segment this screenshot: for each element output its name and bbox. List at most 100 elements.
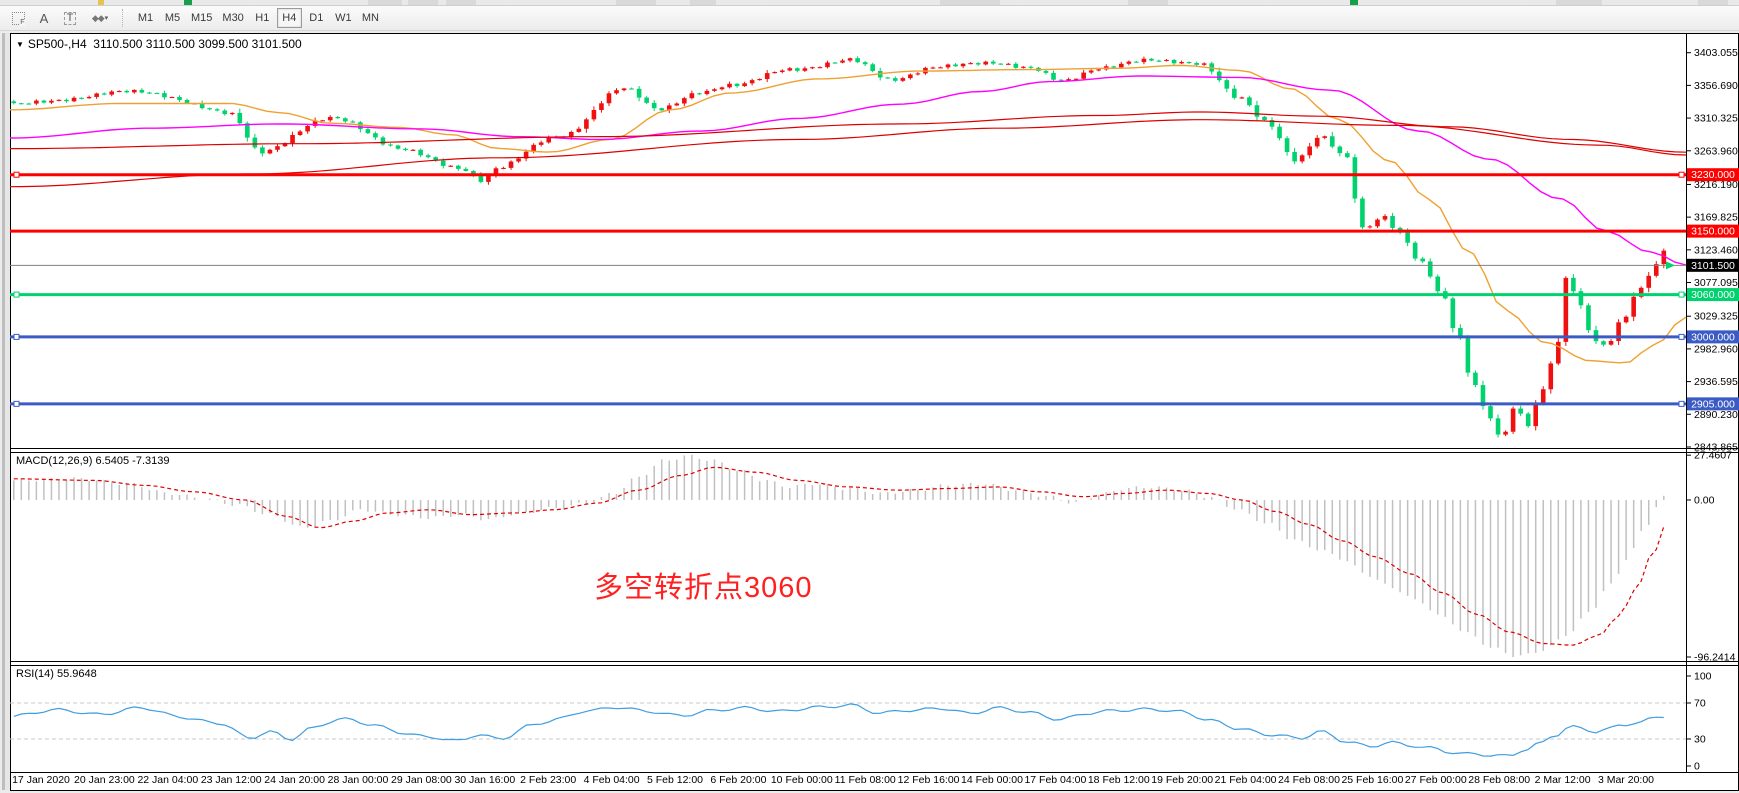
date-label: 14 Feb 00:00	[961, 774, 1023, 786]
price-chip	[1687, 168, 1739, 182]
price-chip	[1687, 397, 1739, 411]
clipped-button	[1698, 0, 1728, 5]
svg-text:70: 70	[1694, 697, 1706, 709]
clipped-button	[690, 0, 716, 5]
timeframe-button-h1[interactable]: H1	[250, 8, 275, 28]
svg-text:2936.595: 2936.595	[1694, 376, 1738, 388]
svg-text:3029.325: 3029.325	[1694, 311, 1738, 323]
clipped-button	[1350, 0, 1358, 5]
date-label: 18 Feb 12:00	[1088, 774, 1150, 786]
svg-text:2843.865: 2843.865	[1694, 441, 1738, 453]
date-label: 25 Feb 16:00	[1341, 774, 1403, 786]
price-chip	[1687, 330, 1739, 344]
svg-text:3310.325: 3310.325	[1694, 113, 1738, 125]
timeframe-button-m15[interactable]: M15	[187, 8, 216, 28]
line-handle[interactable]	[1678, 400, 1685, 407]
clipped-button	[1128, 0, 1168, 5]
clipped-button	[184, 0, 192, 5]
svg-text:3263.960: 3263.960	[1694, 145, 1738, 157]
clipped-button	[940, 0, 1000, 5]
price-levels: 3230.000 3150.000 3101.500 3060.000 3000.000…	[10, 168, 1739, 411]
date-label: 4 Feb 04:00	[584, 774, 640, 786]
ma-slow-red-b	[9, 119, 1687, 188]
timeframe-button-mn[interactable]: MN	[358, 8, 383, 28]
date-label: 6 Feb 20:00	[710, 774, 766, 786]
timeframe-group: M1 M5 M15 M30 H1 H4 D1 W1 MN	[132, 8, 384, 28]
svg-text:3077.095: 3077.095	[1694, 277, 1738, 289]
line-handle[interactable]	[1678, 171, 1685, 178]
svg-text:3060.000: 3060.000	[1691, 289, 1735, 301]
grid-style-button[interactable]: F	[6, 8, 30, 28]
date-label: 20 Jan 23:00	[74, 774, 135, 786]
price-chip	[1687, 224, 1739, 238]
svg-text:3403.055: 3403.055	[1694, 47, 1738, 59]
text-label-button[interactable]: A	[32, 8, 56, 28]
timeframe-button-m30[interactable]: M30	[218, 8, 247, 28]
line-handle[interactable]	[13, 171, 20, 178]
timeframe-button-w1[interactable]: W1	[331, 8, 356, 28]
date-label: 2 Feb 23:00	[520, 774, 576, 786]
current-bar-arrow-icon	[1666, 261, 1675, 270]
candles-layer	[11, 56, 1667, 438]
ohlc-values: 3110.500 3110.500 3099.500 3101.500	[93, 37, 302, 51]
date-label: 22 Jan 04:00	[137, 774, 198, 786]
date-label: 2 Mar 12:00	[1535, 774, 1591, 786]
main-toolbar: F A T ◆◆ ▾ M1 M5 M15 M30 H1 H4 D1 W1 MN	[0, 6, 1739, 31]
date-label: 5 Feb 12:00	[647, 774, 703, 786]
date-label: 3 Mar 20:00	[1598, 774, 1654, 786]
timeframe-button-d1[interactable]: D1	[304, 8, 329, 28]
svg-text:3169.825: 3169.825	[1694, 212, 1738, 224]
line-handle[interactable]	[1678, 333, 1685, 340]
svg-text:3356.690: 3356.690	[1694, 80, 1738, 92]
date-label: 21 Feb 04:00	[1215, 774, 1277, 786]
toolbar-separator	[122, 9, 128, 27]
clipped-button	[408, 0, 438, 5]
date-label: 10 Feb 00:00	[771, 774, 833, 786]
price-chip	[1687, 288, 1739, 302]
letter-a-icon: A	[39, 10, 49, 26]
clipped-button	[1556, 0, 1602, 5]
grid-f-icon: F	[11, 11, 25, 26]
rsi-indicator-label: RSI(14) 55.9648	[16, 668, 97, 680]
timeframe-button-h4[interactable]: H4	[276, 8, 302, 28]
svg-text:-96.2414: -96.2414	[1694, 651, 1736, 663]
date-label: 19 Feb 20:00	[1151, 774, 1213, 786]
symbol-label: SP500-,H4	[27, 37, 87, 51]
chart-symbol-title: ▼ SP500-,H4 3110.500 3110.500 3099.500 31…	[16, 37, 302, 51]
svg-text:3101.500: 3101.500	[1691, 260, 1735, 272]
rsi-panel	[10, 702, 1686, 757]
date-label: 28 Jan 00:00	[328, 774, 389, 786]
ma-slow-red-a	[10, 111, 1687, 153]
line-handle[interactable]	[1678, 291, 1685, 298]
line-handle[interactable]	[13, 333, 20, 340]
clipped-button	[616, 0, 656, 5]
line-handle[interactable]	[13, 400, 20, 407]
svg-text:0: 0	[1694, 760, 1700, 772]
svg-text:30: 30	[1694, 733, 1706, 745]
clipped-button	[446, 0, 476, 5]
line-handle[interactable]	[13, 291, 20, 298]
styler-button[interactable]: ◆◆ ▾	[84, 8, 116, 28]
svg-text:2982.960: 2982.960	[1694, 343, 1738, 355]
clipped-toolbar-row	[0, 0, 1739, 6]
svg-text:2890.230: 2890.230	[1694, 409, 1738, 421]
clipped-button	[368, 0, 402, 5]
timeframe-button-m1[interactable]: M1	[133, 8, 158, 28]
chart-text-annotation[interactable]: 多空转折点3060	[594, 572, 813, 604]
date-label: 17 Feb 04:00	[1024, 774, 1086, 786]
timeframe-button-m5[interactable]: M5	[160, 8, 185, 28]
chevron-down-icon: ▾	[104, 15, 109, 22]
svg-text:3123.460: 3123.460	[1694, 244, 1738, 256]
chart-window-frame	[10, 33, 1739, 791]
date-label: 23 Jan 12:00	[201, 774, 262, 786]
date-label: 27 Feb 00:00	[1405, 774, 1467, 786]
styler-icon: ◆◆	[91, 12, 105, 23]
text-box-button[interactable]: T	[58, 8, 82, 28]
price-chip	[1687, 258, 1739, 272]
svg-text:0.00: 0.00	[1694, 494, 1715, 506]
svg-text:3230.000: 3230.000	[1691, 169, 1735, 181]
date-label: 28 Feb 08:00	[1468, 774, 1530, 786]
rsi-line	[13, 703, 1664, 757]
date-label: 24 Feb 08:00	[1278, 774, 1340, 786]
